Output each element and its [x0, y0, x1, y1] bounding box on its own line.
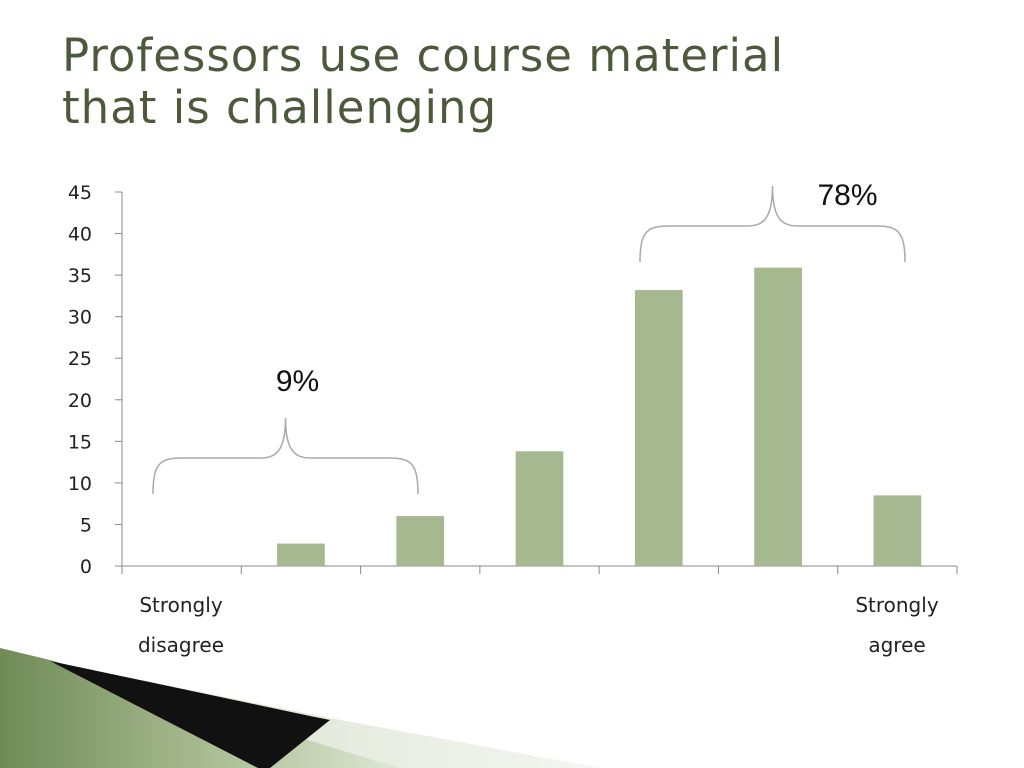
y-tick-label: 10	[68, 473, 92, 495]
y-tick-label: 45	[68, 182, 92, 204]
y-tick-labels: 0 5 10 15 20 25 30 35 40 45	[68, 182, 92, 578]
bar-5	[634, 290, 683, 566]
chart-bars	[277, 267, 922, 566]
title-line-2: that is challenging	[62, 81, 498, 134]
bar-4	[515, 451, 564, 566]
bar-7	[873, 495, 922, 566]
bar-3	[396, 516, 445, 566]
annotation-label-0: 9%	[276, 365, 319, 398]
y-tick-label: 35	[68, 265, 92, 287]
annotation-label-1: 78%	[817, 179, 877, 212]
bar-6	[754, 267, 802, 566]
y-tick-label: 0	[80, 556, 92, 578]
slide-title: Professors use course material that is c…	[62, 30, 962, 134]
title-line-1: Professors use course material	[62, 29, 785, 82]
y-tick-label: 15	[68, 431, 92, 453]
black-wedge-shape	[50, 661, 330, 768]
x-label-left-line1: Strongly	[139, 593, 222, 617]
brace-0	[152, 417, 419, 495]
brace-1	[639, 185, 906, 263]
x-label-left-line2: disagree	[138, 633, 224, 657]
x-label-right-line1: Strongly	[855, 593, 938, 617]
x-label-right-line2: agree	[868, 633, 925, 657]
bar-2	[277, 543, 325, 566]
y-tick-label: 40	[68, 224, 92, 246]
y-tick-label: 20	[68, 390, 92, 412]
y-tick-label: 30	[68, 307, 92, 329]
y-tick-label: 25	[68, 348, 92, 370]
y-tick-label: 5	[80, 514, 92, 536]
chart-annotations: 9% 78%	[152, 179, 906, 495]
